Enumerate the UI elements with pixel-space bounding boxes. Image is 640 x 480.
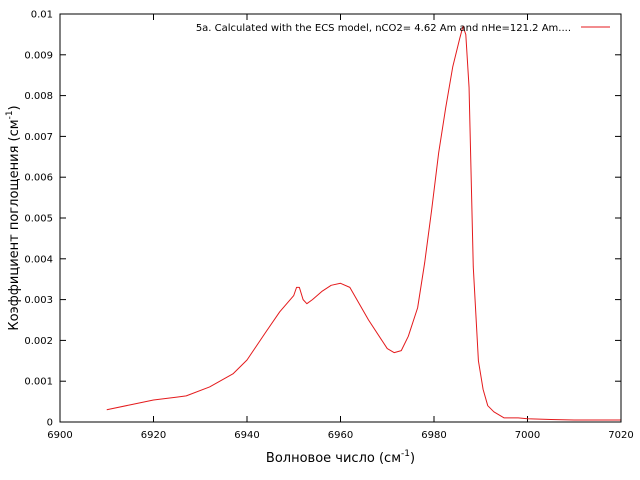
y-tick-label: 0.009 [24, 50, 53, 61]
x-tick-label: 7000 [515, 430, 540, 441]
x-axis-title-end: ) [410, 451, 415, 466]
y-tick-label: 0.003 [24, 295, 53, 306]
y-tick-label: 0.005 [24, 214, 53, 225]
y-tick-label: 0.01 [31, 10, 53, 21]
x-axis-title: Волновое число (см-1) [266, 449, 415, 466]
y-tick-label: 0.002 [24, 336, 53, 347]
y-tick-label: 0.007 [24, 132, 53, 143]
x-tick-label: 6900 [47, 430, 72, 441]
x-tick-label: 6980 [421, 430, 446, 441]
y-axis-title-sup: -1 [5, 110, 15, 119]
series-line [106, 25, 621, 421]
series-layer [106, 25, 621, 421]
x-tick-label: 7020 [608, 430, 633, 441]
legend-label: 5a. Calculated with the ECS model, nCO2=… [196, 23, 571, 34]
plot-frame [59, 13, 622, 423]
y-tick-label: 0.004 [24, 254, 53, 265]
y-axis-title-end: ) [7, 105, 22, 110]
y-tick-label: 0 [47, 418, 53, 429]
legend: 5a. Calculated with the ECS model, nCO2=… [196, 23, 610, 34]
y-tick-label: 0.006 [24, 173, 53, 184]
x-tick-label: 6960 [328, 430, 353, 441]
x-tick-label: 6920 [141, 430, 166, 441]
y-axis-title-main: Коэффициент поглощения (см [7, 119, 22, 330]
axis-ticks: 6900 6920 6940 6960 6980 7000 7020 0 0.001 0.002 0… [24, 10, 633, 442]
y-tick-label: 0.001 [24, 377, 53, 388]
x-tick-label: 6940 [234, 430, 259, 441]
x-axis-title-sup: -1 [401, 449, 410, 459]
y-axis-title: Коэффициент поглощения (см-1) [5, 105, 22, 330]
y-tick-label: 0.008 [24, 91, 53, 102]
x-axis-title-main: Волновое число (см [266, 451, 401, 466]
